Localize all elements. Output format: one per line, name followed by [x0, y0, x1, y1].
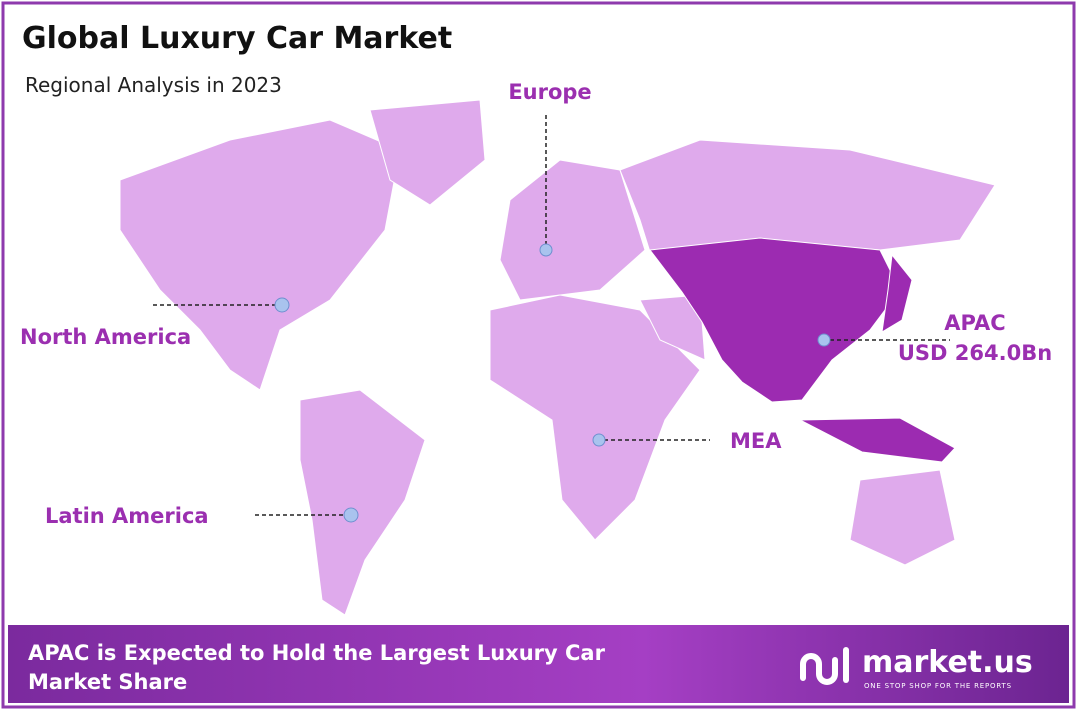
marker [539, 243, 553, 257]
middle-east [639, 294, 706, 361]
region-label: Europe [508, 80, 591, 104]
world-map [119, 99, 996, 616]
southeast-asia-islands [799, 417, 956, 463]
logo-icon [800, 647, 849, 685]
region-label: North America [20, 325, 191, 349]
footer-band [8, 625, 1069, 703]
north-america [119, 119, 401, 391]
africa [489, 294, 701, 541]
region-label: Latin America [45, 504, 209, 528]
region-label: APAC [944, 311, 1005, 335]
marker [343, 507, 359, 523]
australia [849, 469, 956, 566]
subtitle: Regional Analysis in 2023 [25, 73, 282, 97]
marker [274, 297, 290, 313]
marker [592, 433, 606, 447]
south-america [299, 389, 426, 616]
logo: market.us [862, 645, 1033, 680]
europe [499, 159, 646, 301]
tagline: ONE STOP SHOP FOR THE REPORTS [864, 682, 1012, 690]
asia-pacific [649, 237, 901, 403]
region-value: USD 264.0Bn [898, 341, 1052, 365]
greenland [369, 99, 486, 206]
title: Global Luxury Car Market [22, 21, 452, 56]
north-asia [619, 139, 996, 253]
footer-text: Market Share [28, 670, 187, 694]
region-label: MEA [730, 429, 782, 453]
japan [881, 253, 913, 333]
footer-text: APAC is Expected to Hold the Largest Lux… [28, 641, 606, 665]
marker [817, 333, 831, 347]
